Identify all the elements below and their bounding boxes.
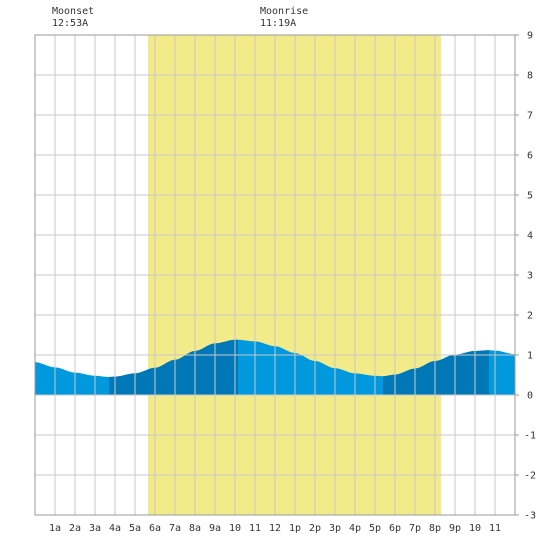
x-tick-label: 8a [189, 523, 201, 534]
y-tick-label: -3 [524, 511, 536, 522]
moonrise-label: Moonrise 11:19A [260, 6, 308, 30]
moonrise-title: Moonrise [260, 6, 309, 17]
x-tick-label: 10 [229, 523, 241, 534]
y-tick-label: 7 [527, 111, 533, 122]
y-tick-label: -1 [524, 431, 536, 442]
x-tick-label: 6p [389, 523, 401, 534]
x-tick-label: 4p [349, 523, 361, 534]
y-tick-label: 9 [527, 31, 533, 42]
x-tick-label: 2a [69, 523, 81, 534]
tide-rising-area [383, 350, 489, 395]
x-tick-label: 8p [429, 523, 441, 534]
x-tick-label: 5p [369, 523, 381, 534]
moonset-title: Moonset [52, 6, 95, 17]
x-tick-label: 7p [409, 523, 421, 534]
x-tick-label: 9p [449, 523, 461, 534]
x-tick-label: 7a [169, 523, 181, 534]
x-tick-label: 6a [149, 523, 161, 534]
x-tick-label: 9a [209, 523, 221, 534]
x-tick-label: 4a [109, 523, 121, 534]
moonset-time: 12:53A [52, 18, 89, 29]
x-tick-label: 5a [129, 523, 141, 534]
y-tick-label: 4 [527, 231, 533, 242]
y-tick-label: 8 [527, 71, 533, 82]
x-tick-label: 11 [249, 523, 261, 534]
y-tick-label: 2 [527, 311, 533, 322]
x-tick-label: 3p [329, 523, 341, 534]
y-tick-label: 0 [527, 391, 533, 402]
x-tick-label: 2p [309, 523, 321, 534]
x-tick-label: 11 [489, 523, 501, 534]
tide-rising-area [109, 339, 238, 395]
y-tick-label: 5 [527, 191, 533, 202]
y-tick-label: 1 [527, 351, 533, 362]
y-tick-label: 6 [527, 151, 533, 162]
x-tick-label: 10 [469, 523, 481, 534]
moonset-label: Moonset 12:53A [52, 6, 94, 30]
x-tick-label: 1a [49, 523, 61, 534]
x-tick-label: 12 [269, 523, 281, 534]
x-tick-label: 3a [89, 523, 101, 534]
moonrise-time: 11:19A [260, 18, 297, 29]
x-tick-label: 1p [289, 523, 301, 534]
y-tick-label: 3 [527, 271, 533, 282]
y-tick-label: -2 [524, 471, 536, 482]
